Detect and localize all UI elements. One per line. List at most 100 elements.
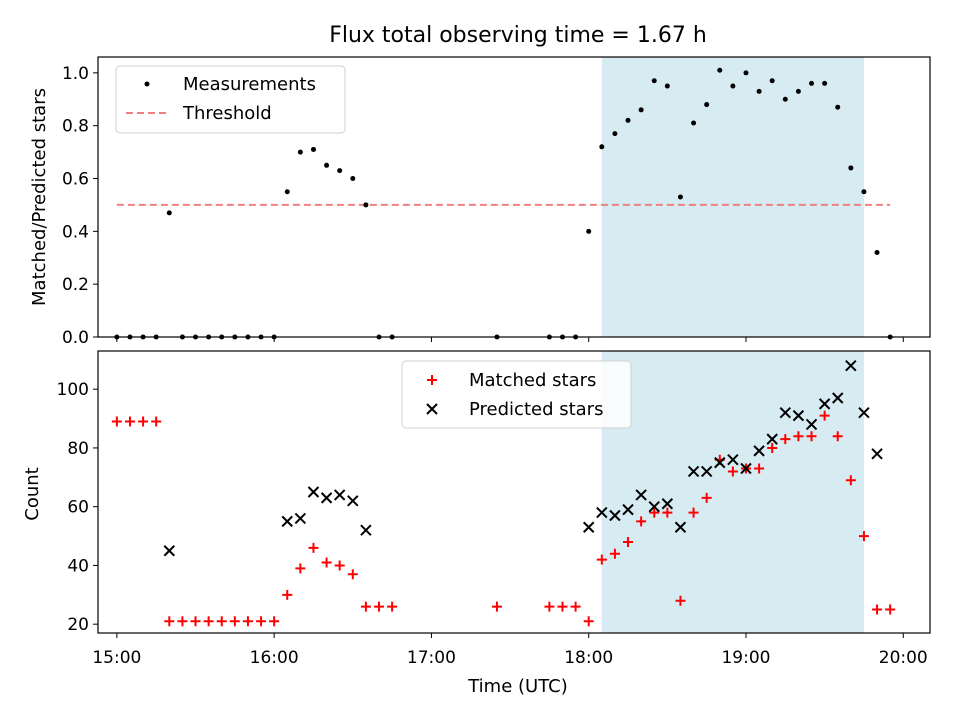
matched-star-point (190, 616, 201, 627)
matched-star-point (229, 616, 240, 627)
predicted-star-point (582, 521, 595, 533)
measurement-point (835, 104, 841, 110)
top-y-axis-ticks: 0.0 0.2 0.4 0.6 0.8 1.0 (62, 64, 98, 348)
predicted-star-point (674, 521, 687, 533)
predicted-star-point (307, 486, 320, 498)
measurement-point (691, 120, 697, 126)
measurement-point (297, 149, 303, 155)
matched-star-point (754, 463, 765, 474)
measurement-point (664, 83, 670, 89)
bottom-plot-frame (97, 350, 931, 634)
matched-star-point (806, 431, 817, 442)
matched-star-point (688, 507, 699, 518)
y-tick-label: 0.0 (62, 328, 89, 348)
matched-star-point (544, 601, 555, 612)
x-tick-label: 20:00 (879, 648, 928, 668)
top-plot-frame (97, 56, 931, 338)
matched-star-point (872, 604, 883, 615)
legend-predicted-marker (426, 403, 438, 415)
matched-star-point (649, 507, 660, 518)
bottom-legend: Matched stars Predicted stars (401, 360, 632, 429)
predicted-star-point (700, 465, 713, 478)
bottom-panel: 20 40 60 80 100 15:00 16:00 17:00 18:00 19:00 20:… (22, 350, 931, 697)
measurement-point (730, 83, 736, 89)
y-tick-label: 80 (67, 439, 89, 459)
matched-star-point (295, 563, 306, 574)
measurement-point (809, 80, 815, 86)
matched-star-point (780, 434, 791, 445)
bottom-y-axis-ticks: 20 40 60 80 100 (57, 380, 98, 635)
predicted-star-point (609, 509, 621, 522)
top-legend-box (115, 65, 346, 134)
matched-star-point (885, 604, 896, 615)
matched-star-point (858, 531, 869, 542)
legend-predicted-label: Predicted stars (469, 399, 603, 420)
matched-star-point (151, 416, 162, 427)
predicted-star-point (792, 409, 805, 422)
matched-star-point (767, 442, 778, 453)
measurement-point (363, 202, 369, 208)
predicted-star-point (648, 500, 660, 513)
measurement-point (861, 189, 867, 195)
chart-title: Flux total observing time = 1.67 h (329, 23, 707, 48)
legend-matched-marker (427, 375, 437, 385)
matched-star-point (308, 542, 319, 553)
predicted-star-point (163, 545, 176, 557)
predicted-star-point (333, 489, 346, 501)
y-tick-label: 60 (67, 498, 89, 518)
measurement-point (599, 144, 605, 150)
legend-matched-label: Matched stars (469, 370, 596, 391)
predicted-star-point (727, 453, 739, 466)
bottom-x-axis-ticks: 15:00 16:00 17:00 18:00 19:00 20:00 (92, 633, 928, 668)
matched-star-point (570, 601, 581, 612)
measurement-point (704, 102, 710, 108)
matched-star-point (269, 616, 280, 627)
predicted-star-point (281, 515, 293, 528)
matched-star-point (374, 601, 385, 612)
matched-star-point (242, 616, 253, 627)
measurement-point (795, 88, 801, 94)
bottom-legend-box (401, 360, 632, 429)
measurement-point (848, 165, 854, 171)
x-tick-label: 15:00 (92, 648, 141, 668)
measurement-point (166, 210, 172, 216)
predicted-star-point (871, 448, 883, 460)
matched-star-point (203, 616, 214, 627)
x-tick-label: 16:00 (250, 648, 299, 668)
predicted-star-point (360, 524, 372, 536)
measurement-point (743, 70, 749, 76)
y-tick-label: 20 (67, 615, 89, 635)
matched-star-point (387, 601, 398, 612)
x-axis-label: Time (UTC) (467, 676, 568, 697)
matched-star-point (793, 431, 804, 442)
y-tick-label: 40 (67, 556, 89, 576)
measurement-point (769, 78, 775, 84)
top-legend: Measurements Threshold (115, 65, 346, 134)
matched-star-point (609, 548, 620, 559)
y-tick-label: 0.2 (62, 275, 89, 295)
matched-star-point (138, 416, 149, 427)
matched-star-point (662, 507, 673, 518)
matched-star-point (347, 569, 358, 580)
measurement-point (310, 146, 316, 152)
matched-star-point (701, 492, 712, 503)
x-tick-label: 18:00 (564, 648, 613, 668)
observing-window-shade-top (601, 57, 864, 337)
predicted-star-point (347, 495, 359, 507)
matched-star-point (636, 516, 647, 527)
matched-star-point (216, 616, 227, 627)
predicted-star-point (779, 406, 792, 419)
predicted-star-point (320, 492, 333, 504)
y-tick-label: 100 (57, 380, 89, 400)
predicted-star-point (714, 456, 726, 469)
y-tick-label: 0.6 (62, 170, 89, 190)
predicted-star-point (687, 465, 700, 478)
matched-star-point (334, 560, 345, 571)
predicted-star-point (740, 462, 752, 475)
predicted-star-point (832, 392, 844, 404)
predicted-star-point (596, 506, 608, 519)
measurement-point (625, 117, 631, 123)
predicted-star-point (661, 498, 674, 510)
predicted-star-point (294, 512, 307, 525)
matched-star-point (583, 616, 594, 627)
